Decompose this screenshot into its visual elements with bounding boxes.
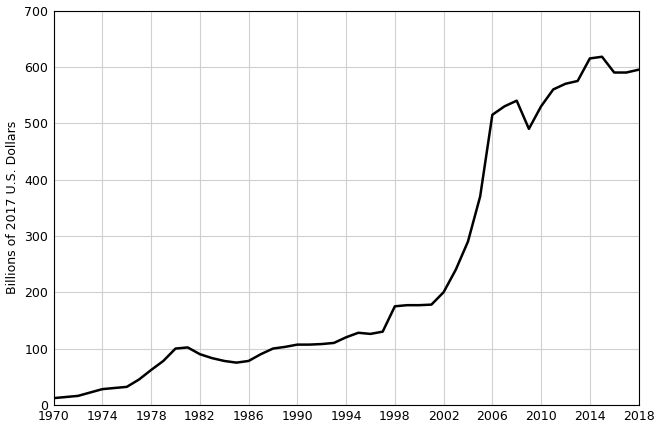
- Y-axis label: Billions of 2017 U.S. Dollars: Billions of 2017 U.S. Dollars: [5, 121, 18, 294]
